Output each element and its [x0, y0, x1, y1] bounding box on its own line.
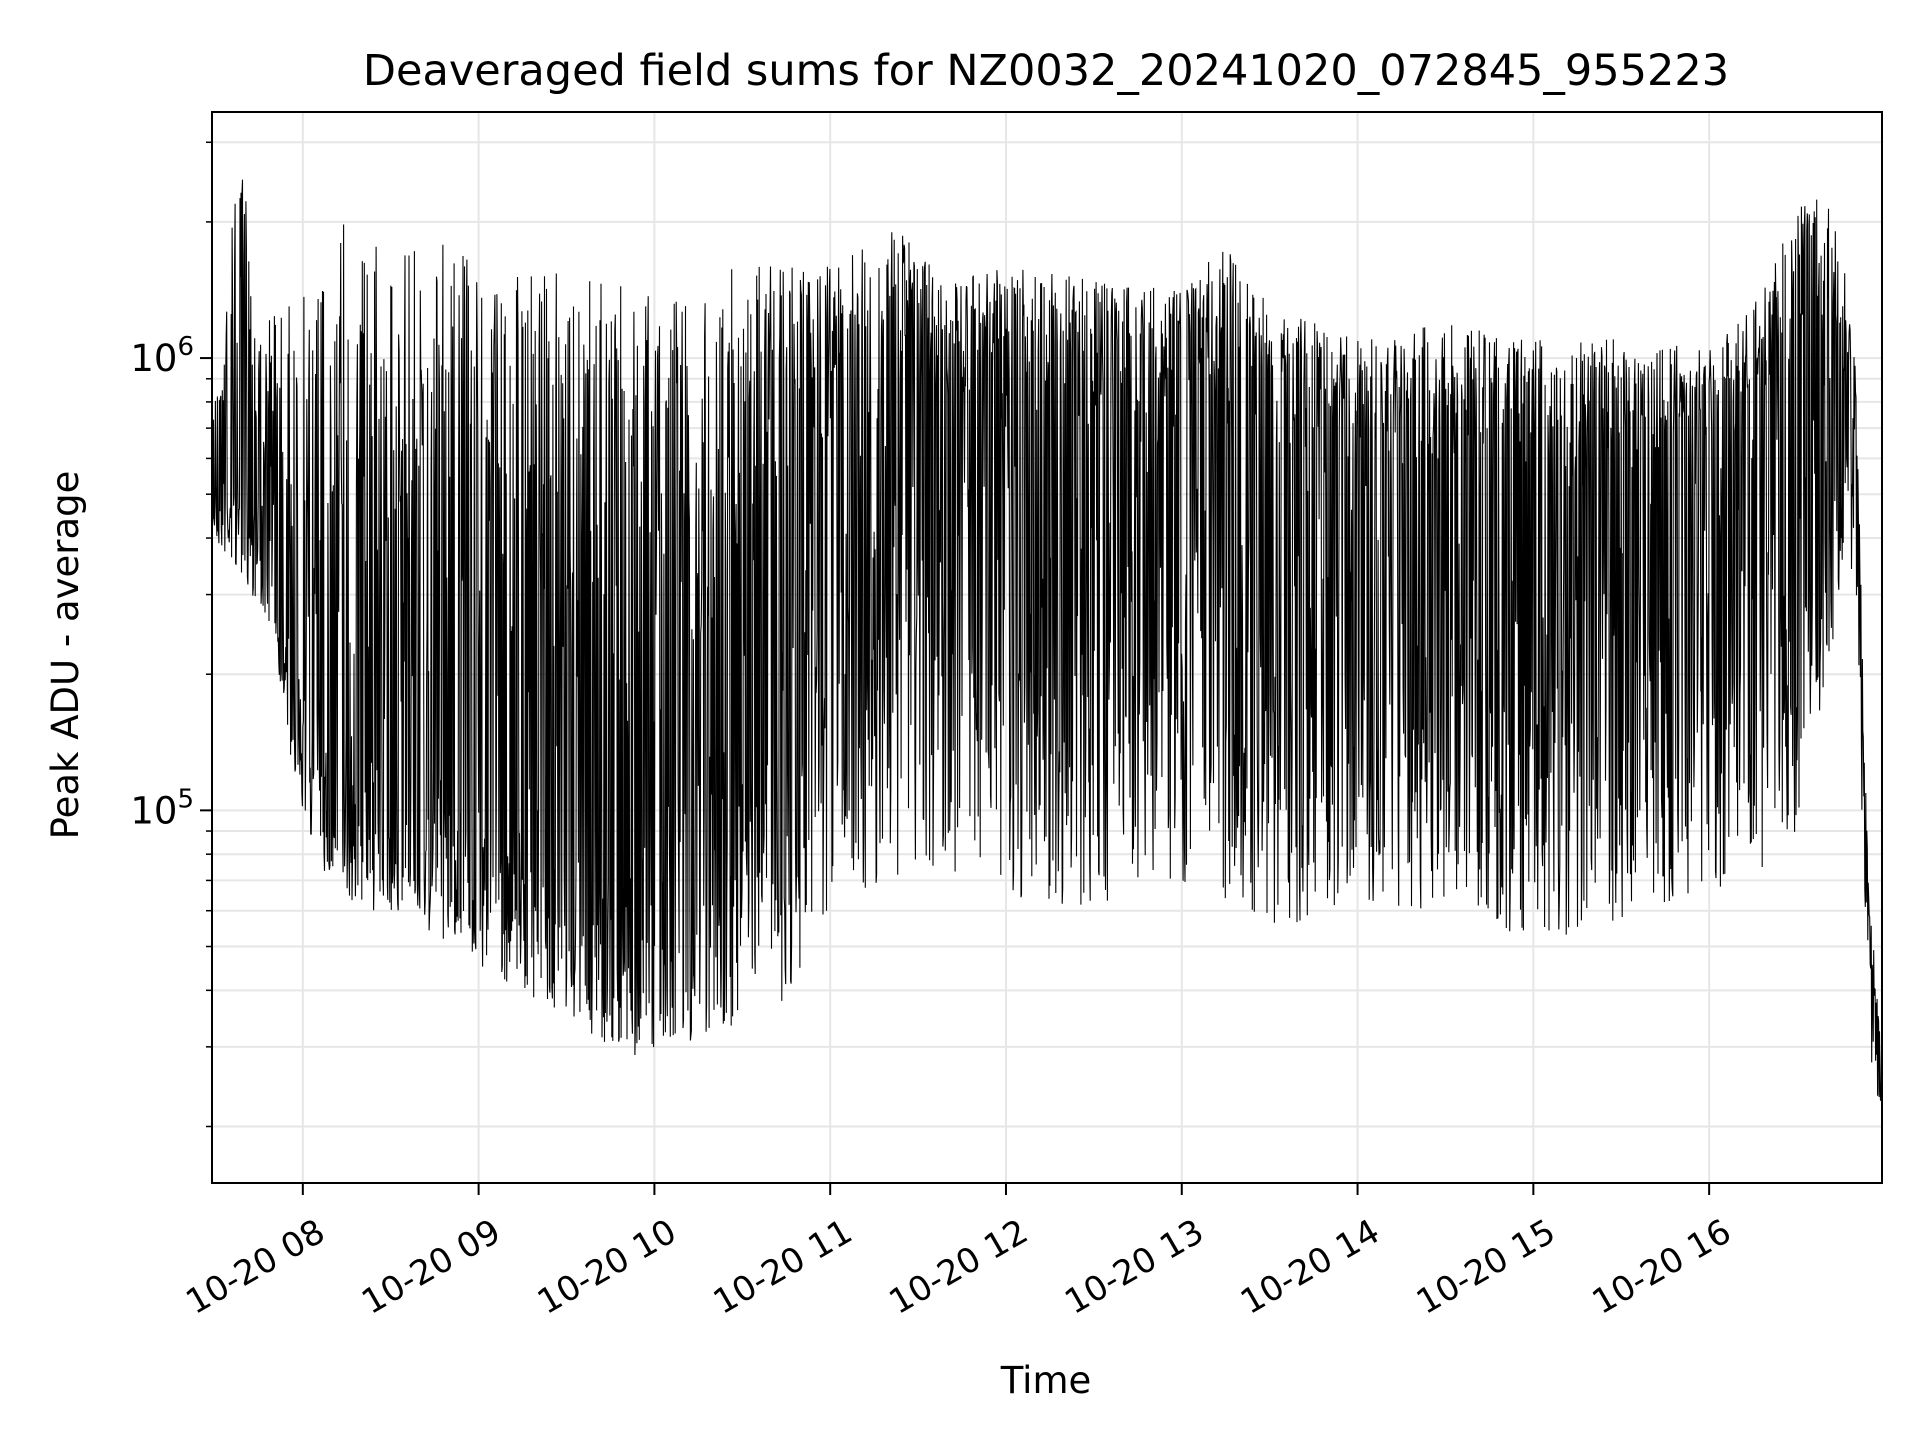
- y-axis-label: Peak ADU - average: [44, 471, 87, 840]
- chart-title: Deaveraged field sums for NZ0032_2024102…: [363, 46, 1729, 96]
- x-axis-label: Time: [1000, 1359, 1092, 1402]
